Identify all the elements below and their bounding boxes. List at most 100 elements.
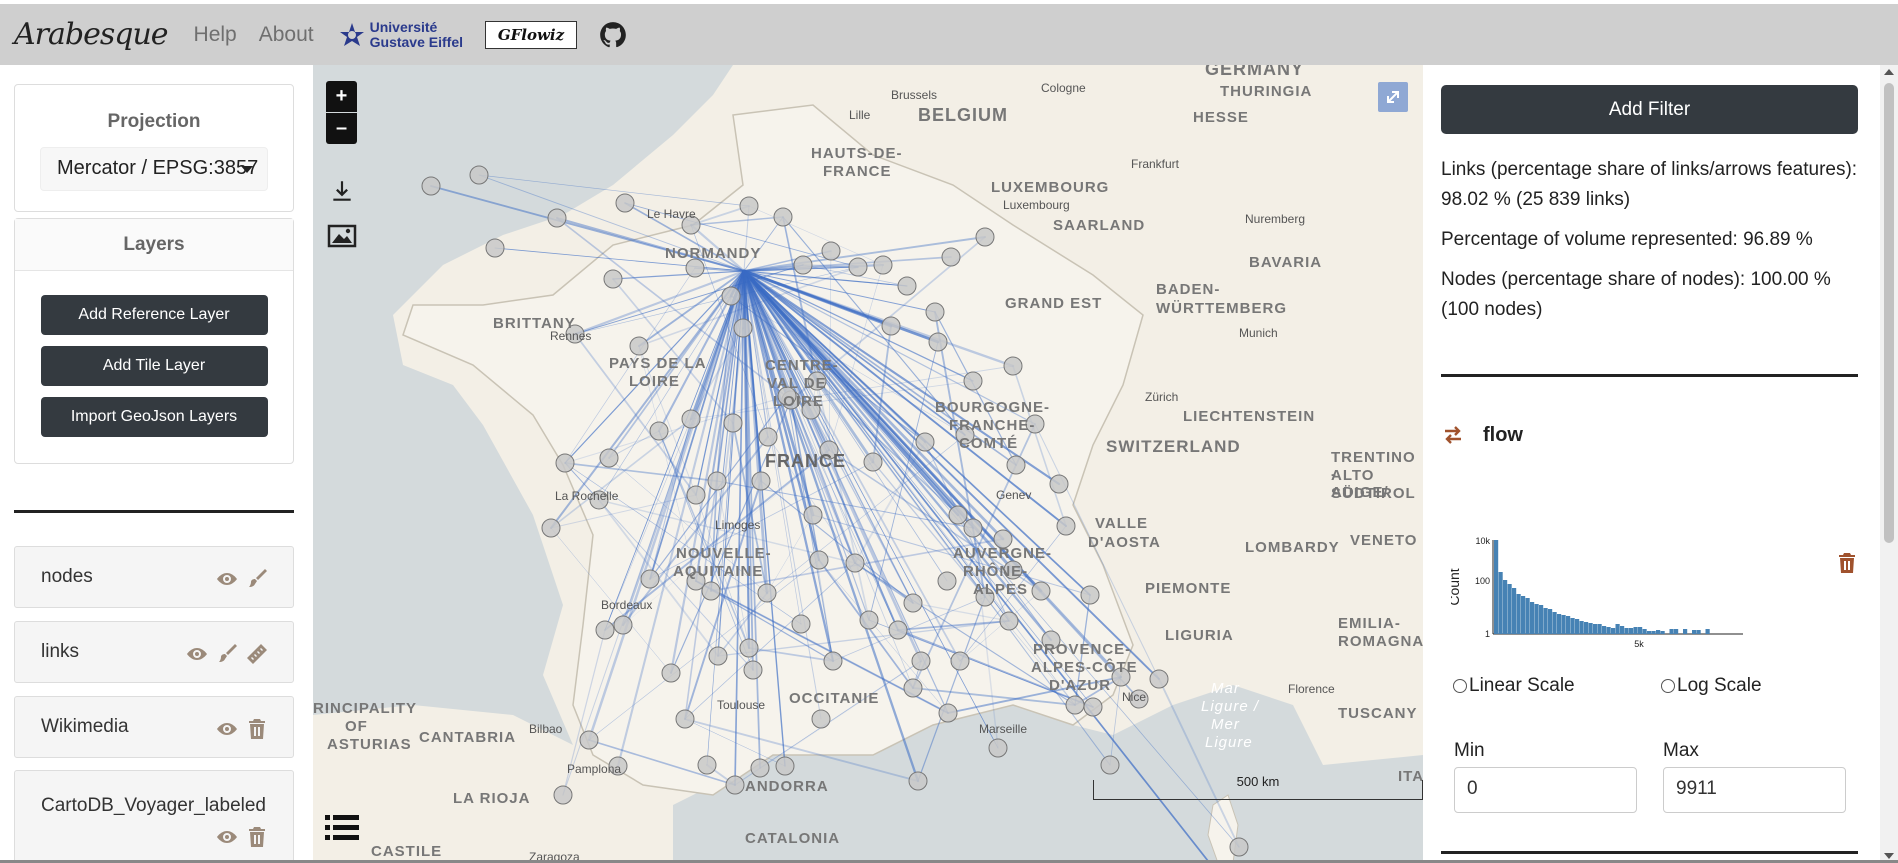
map-node[interactable]	[608, 756, 628, 776]
map-node[interactable]	[807, 371, 827, 391]
university-logo[interactable]: Université Gustave Eiffel	[338, 19, 463, 50]
map-node[interactable]	[649, 421, 669, 441]
map-node[interactable]	[801, 400, 821, 420]
map-node[interactable]	[845, 553, 865, 573]
fullscreen-button[interactable]	[1378, 82, 1408, 112]
map-node[interactable]	[937, 571, 957, 591]
eye-icon[interactable]	[215, 717, 239, 741]
eye-icon[interactable]	[185, 642, 209, 666]
map-node[interactable]	[541, 518, 561, 538]
map-node[interactable]	[708, 646, 728, 666]
map-node[interactable]	[848, 257, 868, 277]
map-node[interactable]	[975, 587, 995, 607]
add-filter-button[interactable]: Add Filter	[1441, 85, 1858, 134]
map-node[interactable]	[757, 583, 777, 603]
map-node[interactable]	[613, 615, 633, 635]
map-node[interactable]	[547, 208, 567, 228]
max-input[interactable]: 9911	[1663, 767, 1846, 813]
map-node[interactable]	[725, 775, 745, 795]
map-node[interactable]	[791, 614, 811, 634]
map-node[interactable]	[859, 610, 879, 630]
map-node[interactable]	[975, 227, 995, 247]
github-icon[interactable]	[599, 21, 627, 49]
map-node[interactable]	[999, 611, 1019, 631]
map-node[interactable]	[1149, 669, 1169, 689]
map-node[interactable]	[469, 165, 489, 185]
scroll-up-icon[interactable]	[1884, 69, 1894, 75]
map-node[interactable]	[1049, 474, 1069, 494]
map-node[interactable]	[873, 255, 893, 275]
paintbrush-icon[interactable]	[245, 567, 269, 591]
map-node[interactable]	[821, 241, 841, 261]
layer-item-wikimedia[interactable]: Wikimedia	[14, 696, 294, 758]
map-node[interactable]	[938, 703, 958, 723]
map-node[interactable]	[733, 318, 753, 338]
gflowiz-logo[interactable]: GFlowiz	[485, 20, 577, 49]
map-node[interactable]	[903, 678, 923, 698]
map-node[interactable]	[555, 453, 575, 473]
map-node[interactable]	[615, 193, 635, 213]
map-node[interactable]	[595, 620, 615, 640]
map-node[interactable]	[681, 409, 701, 429]
map-node[interactable]	[1006, 455, 1026, 475]
map-node[interactable]	[697, 755, 717, 775]
map-node[interactable]	[629, 336, 649, 356]
trash-icon[interactable]	[245, 717, 269, 741]
download-icon[interactable]	[329, 178, 355, 204]
map-node[interactable]	[1031, 581, 1051, 601]
map-node[interactable]	[897, 276, 917, 296]
map-node[interactable]	[421, 176, 441, 196]
eye-icon[interactable]	[215, 825, 239, 849]
map-node[interactable]	[803, 505, 823, 525]
map-node[interactable]	[1025, 414, 1045, 434]
log-scale-option[interactable]: Log Scale	[1661, 675, 1762, 697]
eye-icon[interactable]	[215, 567, 239, 591]
map-node[interactable]	[903, 593, 923, 613]
map-node[interactable]	[603, 269, 623, 289]
map-node[interactable]	[686, 485, 706, 505]
map-node[interactable]	[915, 432, 935, 452]
import-geojson-layers-button[interactable]: Import GeoJson Layers	[40, 397, 268, 437]
map-node[interactable]	[1041, 630, 1061, 650]
map-node[interactable]	[1065, 695, 1085, 715]
map-node[interactable]	[911, 651, 931, 671]
map-node[interactable]	[811, 709, 831, 729]
map-node[interactable]	[955, 425, 975, 445]
map-node[interactable]	[941, 247, 961, 267]
map-node[interactable]	[950, 651, 970, 671]
map-node[interactable]	[685, 258, 705, 278]
scroll-down-icon[interactable]	[1884, 853, 1894, 859]
map-view[interactable]: + – BELGIUM GERMANY THURINGIA HESSE LUXE…	[313, 65, 1423, 863]
map-node[interactable]	[751, 471, 771, 491]
map-node[interactable]	[773, 207, 793, 227]
map-node[interactable]	[823, 651, 843, 671]
about-link[interactable]: About	[258, 22, 314, 46]
trash-icon[interactable]	[1835, 549, 1859, 577]
map-node[interactable]	[739, 196, 759, 216]
map-node[interactable]	[589, 490, 609, 510]
zoom-out-button[interactable]: –	[326, 113, 357, 144]
map-node[interactable]	[579, 730, 599, 750]
map-node[interactable]	[640, 569, 660, 589]
add-reference-layer-button[interactable]: Add Reference Layer	[40, 295, 268, 335]
map-node[interactable]	[1003, 560, 1023, 580]
map-node[interactable]	[686, 571, 706, 591]
map-node[interactable]	[1056, 516, 1076, 536]
min-input[interactable]: 0	[1454, 767, 1637, 813]
linear-scale-option[interactable]: Linear Scale	[1453, 675, 1575, 697]
map-node[interactable]	[739, 638, 759, 658]
map-node[interactable]	[1111, 667, 1131, 687]
map-node[interactable]	[565, 324, 585, 344]
map-node[interactable]	[777, 386, 797, 406]
log-scale-radio[interactable]	[1661, 679, 1675, 693]
map-node[interactable]	[701, 581, 721, 601]
map-node[interactable]	[1003, 356, 1023, 376]
map-node[interactable]	[675, 709, 695, 729]
linear-scale-radio[interactable]	[1453, 679, 1467, 693]
help-link[interactable]: Help	[193, 22, 237, 46]
map-node[interactable]	[809, 550, 829, 570]
map-node[interactable]	[758, 427, 778, 447]
map-node[interactable]	[721, 286, 741, 306]
map-node[interactable]	[553, 785, 573, 805]
map-node[interactable]	[661, 663, 681, 683]
